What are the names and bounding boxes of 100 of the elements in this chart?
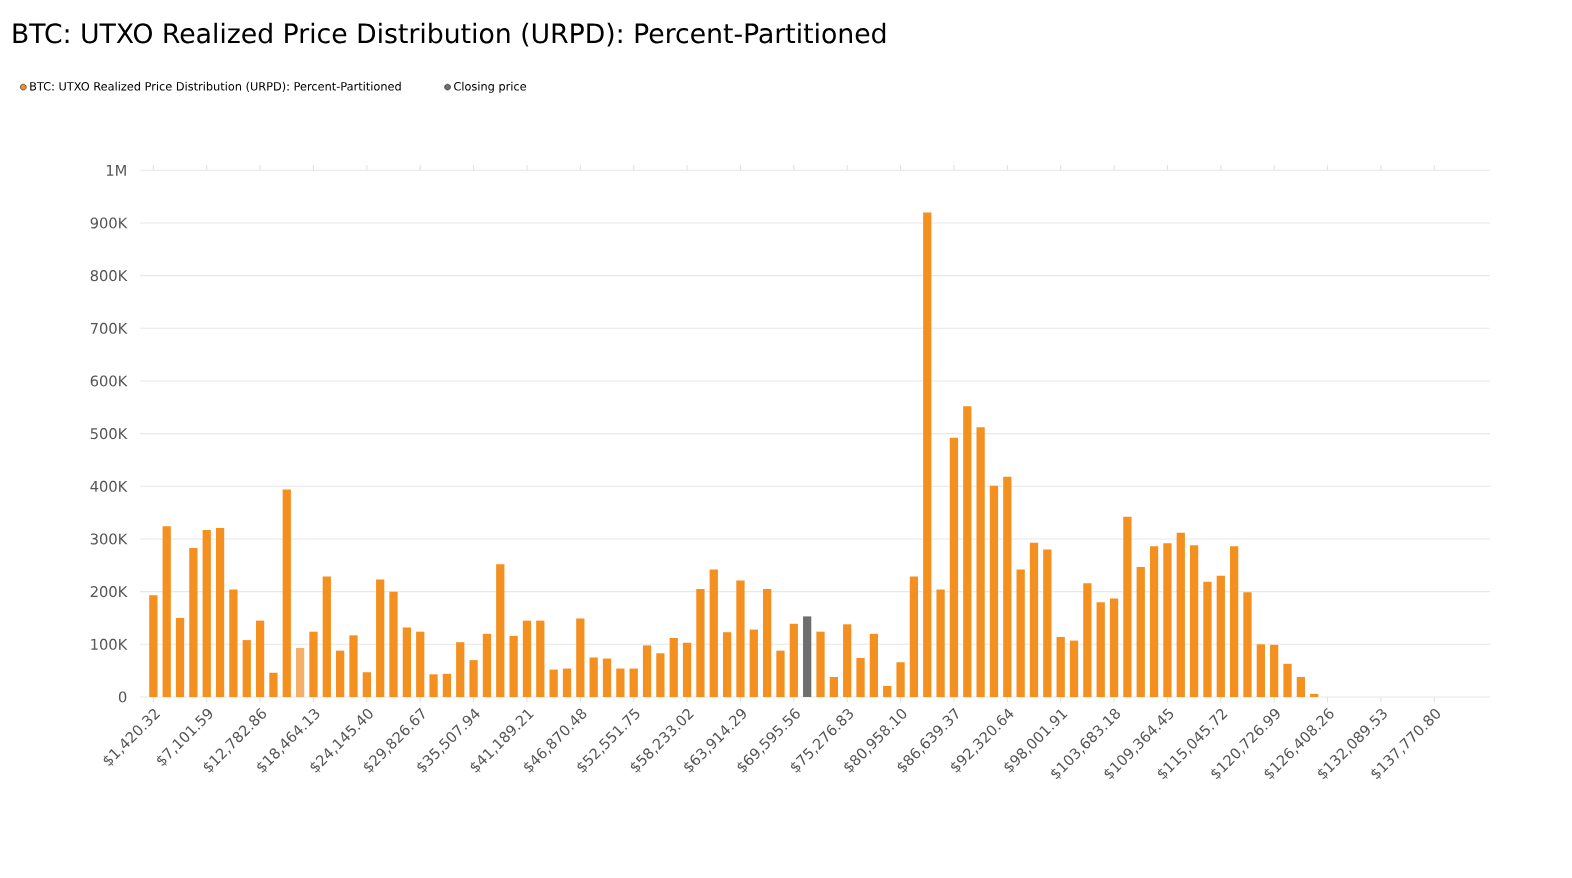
y-tick-label: 100K xyxy=(91,638,128,650)
y-tick-label: 0 xyxy=(118,691,127,703)
bar xyxy=(522,620,532,697)
bar xyxy=(589,657,598,697)
bar xyxy=(536,620,545,697)
bar xyxy=(1176,532,1185,697)
bar xyxy=(242,640,251,697)
bar xyxy=(1270,644,1279,697)
bar xyxy=(1083,583,1092,697)
bar xyxy=(949,437,959,697)
y-tick-label: 900K xyxy=(90,217,128,229)
bar xyxy=(682,642,692,697)
bar xyxy=(696,589,705,697)
bar xyxy=(1216,575,1225,697)
bar xyxy=(896,662,905,697)
bar xyxy=(829,676,838,697)
legend-label: BTC: UTXO Realized Price Distribution (URPD): Percent-Partitioned xyxy=(30,81,401,92)
bar xyxy=(1136,566,1145,697)
bar xyxy=(616,668,625,697)
bar xyxy=(1016,569,1025,697)
bar xyxy=(202,530,211,697)
bar xyxy=(1163,543,1172,697)
bar xyxy=(562,668,572,697)
bar xyxy=(1149,546,1159,697)
bar xyxy=(709,569,718,697)
y-tick-label: 300K xyxy=(90,533,128,545)
bar xyxy=(482,633,492,697)
chart-title: BTC: UTXO Realized Price Distribution (URPD): Percent-Partitioned xyxy=(13,22,886,47)
bar xyxy=(456,642,465,697)
bar xyxy=(843,624,852,697)
bar xyxy=(803,616,812,697)
bar xyxy=(749,629,758,697)
bar xyxy=(602,658,612,697)
bar xyxy=(1230,546,1239,697)
bar xyxy=(1043,549,1052,697)
bar xyxy=(162,526,171,697)
bar xyxy=(1069,640,1079,697)
bar xyxy=(175,617,185,697)
bar xyxy=(1203,581,1212,697)
bar xyxy=(189,547,198,697)
bar xyxy=(656,653,665,697)
y-tick-label: 400K xyxy=(90,480,128,492)
bar xyxy=(1109,598,1119,697)
bar xyxy=(923,212,932,697)
bar xyxy=(255,620,265,697)
bar xyxy=(736,580,745,697)
bar xyxy=(1296,676,1305,697)
bar xyxy=(549,669,558,697)
bar xyxy=(389,591,398,697)
y-tick-label: 600K xyxy=(90,375,128,387)
y-tick-label: 1M xyxy=(106,164,126,176)
bar xyxy=(1029,542,1039,697)
bar xyxy=(1056,636,1065,697)
bar xyxy=(576,618,585,697)
bar xyxy=(282,489,291,697)
bar xyxy=(963,406,972,697)
bar xyxy=(442,673,452,697)
y-tick-label: 200K xyxy=(90,586,128,598)
y-tick-label: 700K xyxy=(90,322,128,334)
bar xyxy=(1310,693,1319,697)
bar xyxy=(883,685,892,697)
bar xyxy=(976,427,985,697)
bar xyxy=(362,672,371,697)
bar xyxy=(763,589,772,697)
bar xyxy=(509,635,518,697)
bar xyxy=(936,589,945,697)
bar xyxy=(909,576,919,697)
bar xyxy=(336,650,345,697)
bar xyxy=(629,668,638,697)
y-tick-label: 800K xyxy=(90,270,128,282)
bar xyxy=(1189,545,1199,697)
bar xyxy=(776,650,785,697)
bar xyxy=(229,589,238,697)
bar xyxy=(789,623,798,697)
legend-label: Closing price xyxy=(454,81,527,93)
bar xyxy=(869,633,879,697)
bar xyxy=(215,527,225,697)
bar xyxy=(309,631,318,697)
bar xyxy=(669,638,678,697)
bar xyxy=(722,632,732,697)
bar xyxy=(1283,663,1292,697)
bar xyxy=(429,674,438,697)
bar xyxy=(1096,602,1105,697)
bar xyxy=(416,631,425,697)
bar xyxy=(1243,592,1252,697)
bar xyxy=(269,672,278,697)
bar xyxy=(816,631,825,697)
bar xyxy=(149,595,158,697)
bar xyxy=(295,648,305,697)
bar xyxy=(402,627,411,697)
bar xyxy=(349,635,358,697)
bar xyxy=(856,658,865,697)
bar xyxy=(469,660,478,697)
y-tick-label: 500K xyxy=(90,428,128,440)
bar xyxy=(376,579,385,697)
bar xyxy=(1003,476,1012,697)
bar xyxy=(989,485,999,697)
bar xyxy=(1256,644,1265,697)
bar xyxy=(496,564,505,697)
bar xyxy=(642,645,652,697)
